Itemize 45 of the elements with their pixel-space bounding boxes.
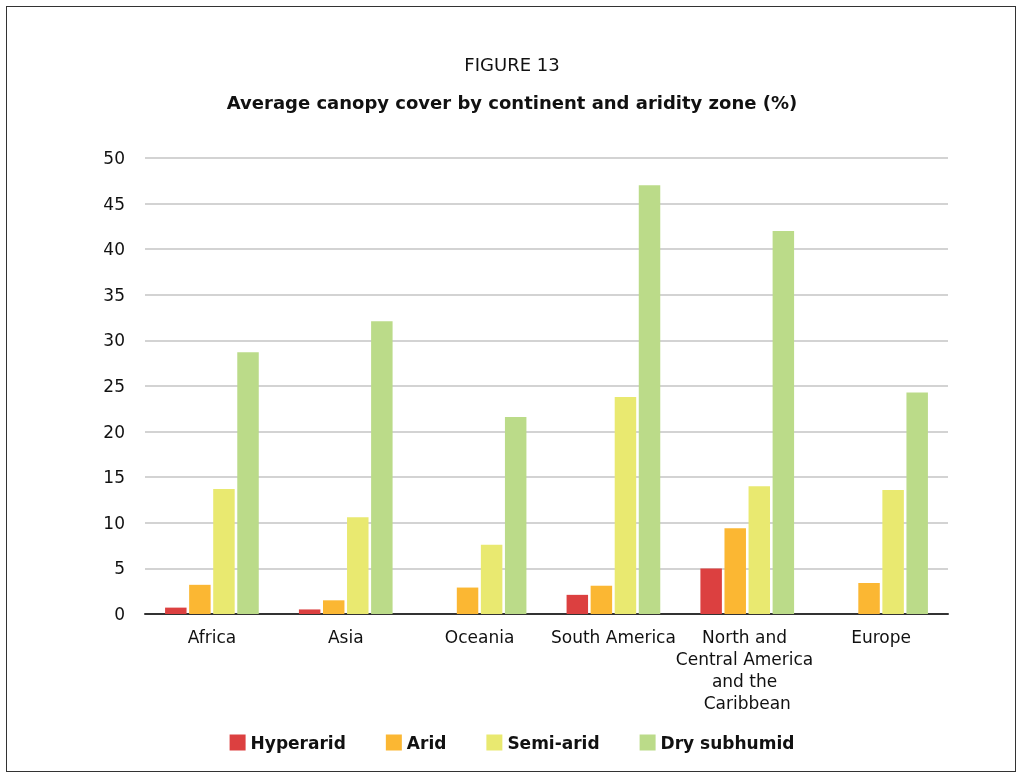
x-tick-label: Asia: [327, 627, 364, 647]
y-tick-label: 45: [103, 193, 125, 214]
bar: [347, 517, 369, 614]
y-tick-label: 40: [103, 239, 125, 260]
bar: [638, 185, 661, 614]
bar: [590, 585, 613, 614]
x-tick-label: Europe: [851, 627, 911, 647]
bar: [480, 544, 503, 614]
x-tick-label: Africa: [187, 627, 237, 647]
bar: [456, 587, 479, 614]
legend-label: Dry subhumid: [660, 732, 795, 753]
y-tick-label: 10: [103, 512, 125, 533]
bar: [748, 486, 771, 614]
y-tick-label: 5: [114, 558, 125, 579]
bar: [298, 609, 321, 614]
bar: [700, 568, 722, 614]
legend-label: Hyperarid: [250, 732, 346, 753]
bar: [566, 594, 589, 614]
x-tick-label: North and Central America and the Caribbean: [675, 627, 819, 713]
bar: [213, 489, 235, 614]
y-tick-label: 30: [103, 330, 125, 351]
chart-title: FIGURE 13: [464, 53, 560, 75]
x-tick-label: Oceania: [444, 627, 515, 647]
chart-subtitle: Average canopy cover by continent and aridity zone (%): [226, 91, 798, 113]
y-tick-label: 15: [103, 467, 125, 488]
y-tick-label: 25: [103, 376, 125, 396]
legend-label: Semi-arid: [507, 732, 600, 753]
bar: [614, 396, 637, 614]
y-tick-label: 50: [103, 148, 125, 168]
bar: [189, 584, 211, 614]
bar: [237, 352, 259, 614]
bar: [724, 528, 746, 614]
x-tick-label: South America: [550, 627, 676, 647]
bar: [906, 392, 928, 614]
y-tick-label: 35: [103, 284, 125, 305]
bar: [322, 600, 345, 614]
bar: [858, 582, 880, 614]
legend-label: Arid: [406, 732, 447, 753]
bar: [882, 489, 904, 614]
y-tick-label: 0: [114, 604, 125, 624]
y-tick-label: 20: [103, 421, 125, 442]
bar: [504, 417, 527, 614]
bar: [165, 607, 187, 614]
bar: [772, 230, 795, 614]
bar: [371, 321, 393, 614]
